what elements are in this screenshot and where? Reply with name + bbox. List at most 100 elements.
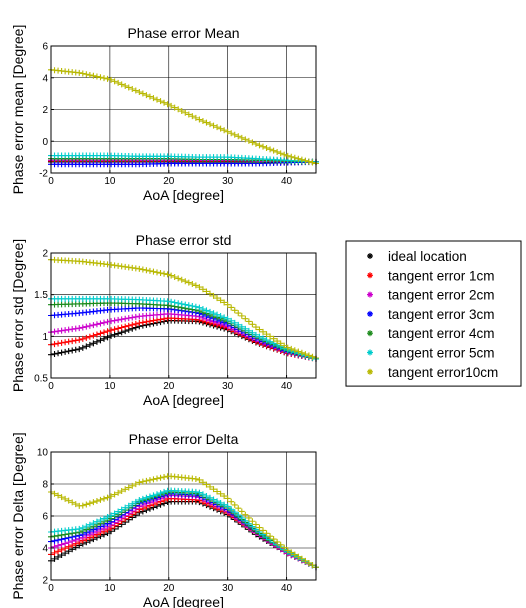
- data-point: [256, 524, 263, 531]
- data-point: [277, 541, 284, 548]
- data-point: [284, 344, 291, 351]
- data-point: [55, 542, 62, 549]
- data-point: [132, 481, 139, 488]
- legend-entry-label: tangent error 2cm: [388, 288, 495, 303]
- data-point: [150, 492, 157, 499]
- data-point: [139, 319, 146, 326]
- data-point: [224, 495, 231, 502]
- data-point: [129, 321, 136, 328]
- data-point: [154, 269, 160, 276]
- data-point: [97, 74, 104, 81]
- data-point: [125, 84, 132, 91]
- data-point: [72, 346, 79, 353]
- data-point: [274, 148, 281, 155]
- data-point: [252, 324, 259, 331]
- data-point: [210, 310, 217, 317]
- data-point: [196, 476, 203, 483]
- data-point: [168, 298, 175, 305]
- data-point: [256, 142, 263, 149]
- data-point: [242, 136, 249, 143]
- legend-entry-label: tangent error 5cm: [388, 346, 495, 361]
- data-point: [122, 82, 129, 89]
- data-point: [157, 98, 164, 105]
- data-point: [139, 495, 146, 502]
- data-point: [288, 345, 295, 352]
- data-point: [302, 351, 309, 358]
- data-point: [263, 337, 270, 344]
- y-tick-label: 10: [37, 448, 49, 459]
- x-tick-label: 30: [222, 583, 234, 594]
- data-point: [245, 520, 252, 527]
- data-point: [221, 493, 228, 500]
- data-point: [136, 320, 143, 326]
- data-point: [65, 348, 72, 355]
- data-point: [284, 152, 291, 159]
- data-point: [242, 315, 249, 322]
- data-point: [154, 475, 160, 482]
- data-point: [207, 290, 213, 297]
- data-point: [97, 337, 104, 344]
- data-point: [302, 557, 309, 564]
- data-point: [295, 553, 302, 560]
- data-point: [83, 501, 90, 508]
- data-point: [242, 517, 249, 524]
- data-point: [90, 499, 97, 506]
- x-tick-label: 30: [222, 381, 234, 392]
- data-point: [51, 350, 58, 357]
- data-point: [242, 511, 249, 518]
- data-point: [281, 342, 288, 349]
- data-point: [101, 515, 107, 522]
- data-point: [214, 488, 221, 495]
- data-point: [58, 552, 65, 559]
- data-point: [231, 501, 238, 508]
- data-point: [76, 69, 83, 76]
- y-axis-label: Phase error std [Degree]: [10, 239, 26, 392]
- subplot-3: 0 10 20 30 40 2 4 6 8 10 Phase error Delta AoA [deg…: [10, 431, 319, 608]
- data-point: [196, 284, 203, 291]
- data-point: [235, 321, 242, 328]
- data-point: [235, 310, 242, 317]
- data-point: [305, 158, 312, 165]
- data-point: [210, 122, 217, 129]
- data-point: [108, 512, 115, 519]
- data-point: [178, 300, 185, 307]
- data-point: [79, 324, 86, 331]
- data-point: [146, 493, 153, 500]
- x-tick-label: 0: [48, 176, 54, 187]
- data-point: [146, 318, 153, 325]
- data-point: [65, 497, 72, 504]
- data-point: [58, 546, 65, 553]
- data-point: [182, 278, 189, 285]
- data-point: [146, 477, 153, 484]
- data-point: [196, 304, 203, 311]
- data-point: [111, 491, 118, 498]
- data-point: [245, 327, 252, 334]
- legend-marker: [367, 291, 373, 298]
- data-point: [154, 491, 160, 498]
- data-point: [192, 303, 199, 310]
- data-point: [221, 127, 228, 134]
- data-point: [207, 308, 213, 315]
- data-point: [93, 518, 100, 525]
- data-point: [86, 500, 93, 507]
- data-point: [125, 502, 132, 509]
- data-point: [252, 331, 259, 338]
- data-point: [62, 495, 69, 502]
- data-point: [214, 124, 221, 131]
- data-point: [199, 306, 206, 313]
- data-point: [108, 76, 115, 83]
- data-point: [182, 109, 189, 116]
- data-point: [249, 518, 256, 525]
- data-point: [115, 316, 122, 323]
- data-point: [101, 75, 107, 82]
- data-point: [288, 153, 295, 160]
- data-point: [305, 352, 312, 359]
- data-point: [281, 151, 288, 158]
- series-7: [48, 66, 319, 167]
- data-point: [274, 338, 281, 345]
- data-point: [118, 324, 125, 331]
- data-point: [284, 547, 291, 554]
- data-point: [295, 155, 302, 162]
- data-point: [203, 119, 210, 126]
- data-point: [115, 330, 122, 337]
